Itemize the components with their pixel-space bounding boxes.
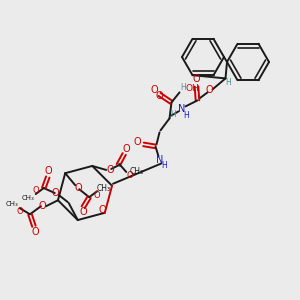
Text: O: O [106, 165, 114, 175]
Text: O: O [127, 172, 134, 181]
Text: O: O [45, 166, 52, 176]
Text: CH₃: CH₃ [96, 184, 110, 193]
Text: O: O [38, 201, 46, 211]
Text: O: O [94, 191, 101, 200]
Text: O: O [74, 183, 82, 193]
Text: CH₃: CH₃ [21, 195, 34, 201]
Text: N: N [156, 155, 163, 165]
Text: OH: OH [185, 84, 199, 93]
Text: N: N [178, 104, 185, 114]
Text: O: O [80, 207, 87, 217]
Text: O: O [52, 188, 60, 198]
Text: O: O [156, 92, 163, 101]
Text: H: H [226, 78, 231, 87]
Text: O: O [16, 207, 23, 216]
Text: O: O [32, 185, 39, 194]
Text: O: O [134, 137, 141, 147]
Text: O: O [122, 144, 130, 154]
Text: CH₃: CH₃ [6, 201, 18, 207]
Text: O: O [31, 227, 39, 237]
Text: O: O [206, 85, 213, 95]
Text: H: H [171, 110, 176, 119]
Text: H: H [181, 83, 186, 92]
Text: O: O [193, 74, 200, 84]
Text: O: O [99, 205, 106, 215]
Text: H: H [162, 161, 167, 170]
Text: CH₃: CH₃ [129, 167, 143, 176]
Text: H: H [184, 111, 189, 120]
Text: O: O [151, 85, 158, 95]
